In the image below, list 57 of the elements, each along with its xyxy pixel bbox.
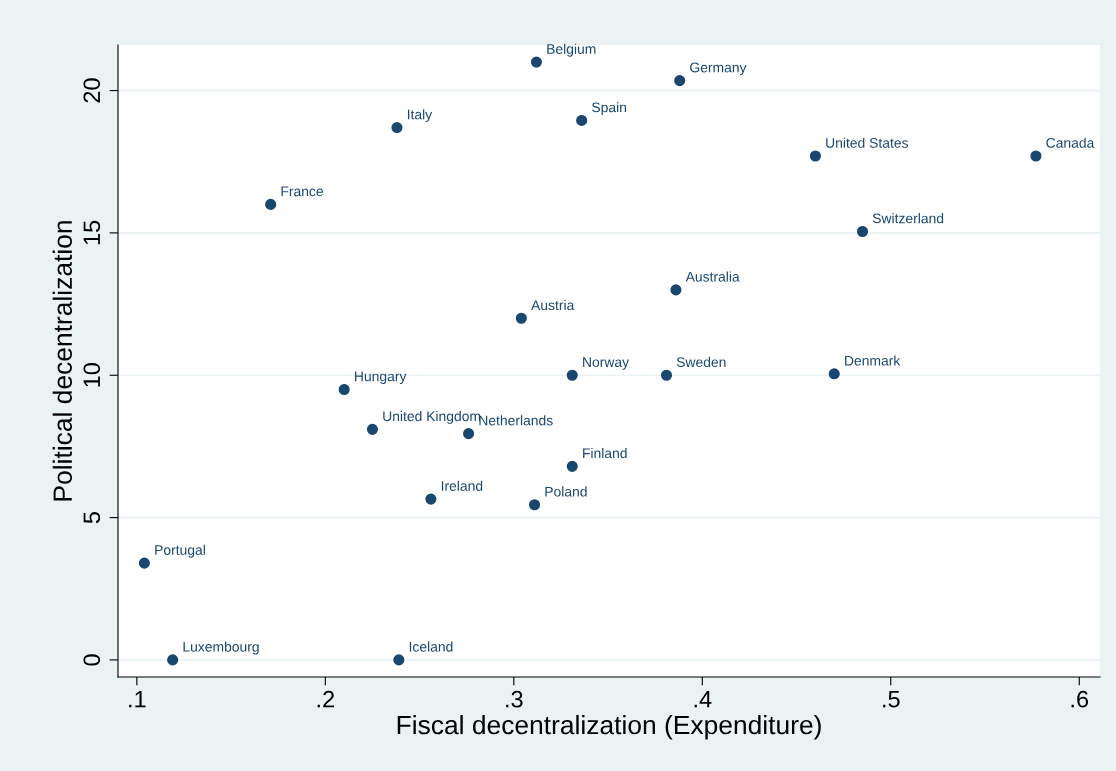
y-axis-title: Political decentralization: [52, 221, 73, 501]
annotation: Hungary: [355, 371, 407, 385]
point: [566, 369, 578, 381]
x-tick-label: .3: [506, 690, 523, 708]
annotation: Portugal: [155, 544, 205, 558]
point: [265, 198, 277, 210]
annotation: Sweden: [676, 356, 726, 368]
point: [167, 654, 179, 666]
point: [338, 383, 350, 396]
annotation: Canada: [1046, 137, 1095, 148]
annotation: Luxembourg: [183, 641, 259, 655]
point: [138, 557, 150, 569]
point: [393, 654, 405, 666]
point: [530, 56, 542, 68]
annotation: Iceland: [409, 641, 453, 652]
annotation: Belgium: [547, 43, 596, 57]
annotation: Netherlands: [479, 415, 553, 426]
point: [366, 423, 379, 435]
point: [1030, 150, 1042, 162]
annotation: France: [281, 186, 323, 197]
point: [828, 368, 840, 380]
point: [576, 114, 588, 126]
x-axis-title: Fiscal decentralization (Expenditure): [397, 714, 821, 740]
annotation: Switzerland: [872, 213, 944, 224]
point: [425, 493, 437, 505]
annotation: Denmark: [845, 355, 901, 366]
x-tick-label: .1: [129, 691, 146, 708]
y-tick-label: 0: [83, 654, 101, 666]
point: [391, 122, 403, 134]
x-tick-label: .5: [883, 691, 900, 708]
y-tick-label: 20: [83, 78, 101, 103]
annotation: Poland: [545, 486, 587, 497]
annotation: Italy: [407, 109, 433, 123]
annotation: Ireland: [441, 480, 483, 491]
x-tick-label: .6: [1071, 690, 1089, 708]
point: [670, 284, 682, 296]
annotation: Germany: [690, 62, 747, 76]
point: [528, 499, 541, 511]
x-tick-label: .4: [694, 691, 712, 708]
point: [463, 428, 475, 440]
annotation: Norway: [583, 357, 630, 370]
point: [809, 150, 821, 162]
point: [566, 460, 578, 472]
point: [674, 75, 686, 87]
y-tick-label: 15: [83, 220, 101, 245]
x-tick-label: .2: [317, 690, 334, 708]
annotation: United Kingdom: [383, 410, 481, 424]
point: [856, 225, 869, 238]
annotation: Spain: [592, 102, 627, 115]
annotation: United States: [826, 137, 908, 148]
annotation: Australia: [685, 271, 740, 282]
annotation: Austria: [531, 299, 575, 311]
point: [660, 369, 673, 381]
y-tick-label: 10: [83, 363, 101, 387]
point: [515, 312, 527, 324]
annotation: Finland: [583, 447, 627, 459]
y-tick-label: 5: [83, 512, 101, 524]
